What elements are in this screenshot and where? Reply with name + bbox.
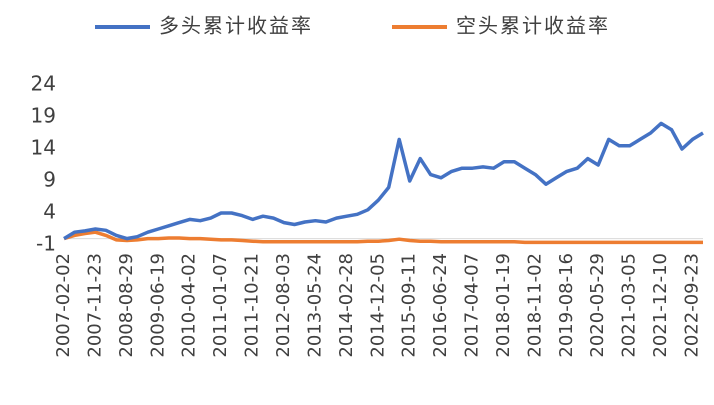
x-tick-label: 2008-08-29: [116, 253, 137, 358]
x-tick-label: 2015-09-11: [399, 253, 420, 358]
x-tick-label: 2021-12-10: [650, 253, 671, 358]
x-tick-label: 2019-08-16: [556, 253, 577, 358]
x-tick-label: 2014-02-28: [336, 253, 357, 358]
y-tick-label: 14: [31, 136, 56, 160]
y-tick-label: 4: [43, 200, 56, 224]
x-tick-label: 2009-06-19: [147, 253, 168, 358]
x-tick-label: 2021-03-05: [619, 253, 640, 358]
x-tick-label: 2007-11-23: [84, 253, 105, 358]
x-tick-label: 2011-10-21: [242, 253, 263, 358]
y-tick-label: 9: [43, 168, 56, 192]
x-tick-label: 2007-02-02: [53, 253, 74, 358]
x-tick-label: 2022-09-23: [682, 253, 703, 358]
x-tick-label: 2014-12-05: [367, 253, 388, 358]
x-tick-label: 2010-04-02: [179, 253, 200, 358]
x-tick-label: 2013-05-24: [304, 253, 325, 358]
x-tick-label: 2018-01-19: [493, 253, 514, 358]
y-tick-label: 24: [31, 72, 56, 96]
x-tick-label: 2020-05-29: [587, 253, 608, 358]
x-tick-label: 2017-04-07: [462, 253, 483, 358]
x-tick-label: 2011-01-07: [210, 253, 231, 358]
series-line: [63, 230, 703, 245]
legend-label: 多头累计收益率: [159, 14, 313, 38]
x-tick-label: 2018-11-02: [524, 253, 545, 358]
series-line: [63, 121, 704, 241]
x-tick-label: 2016-06-24: [430, 253, 451, 358]
x-tick-label: 2012-08-03: [273, 253, 294, 358]
y-tick-label: 19: [31, 104, 56, 128]
legend-label: 空头累计收益率: [456, 14, 610, 38]
y-tick-label: -1: [36, 232, 56, 256]
